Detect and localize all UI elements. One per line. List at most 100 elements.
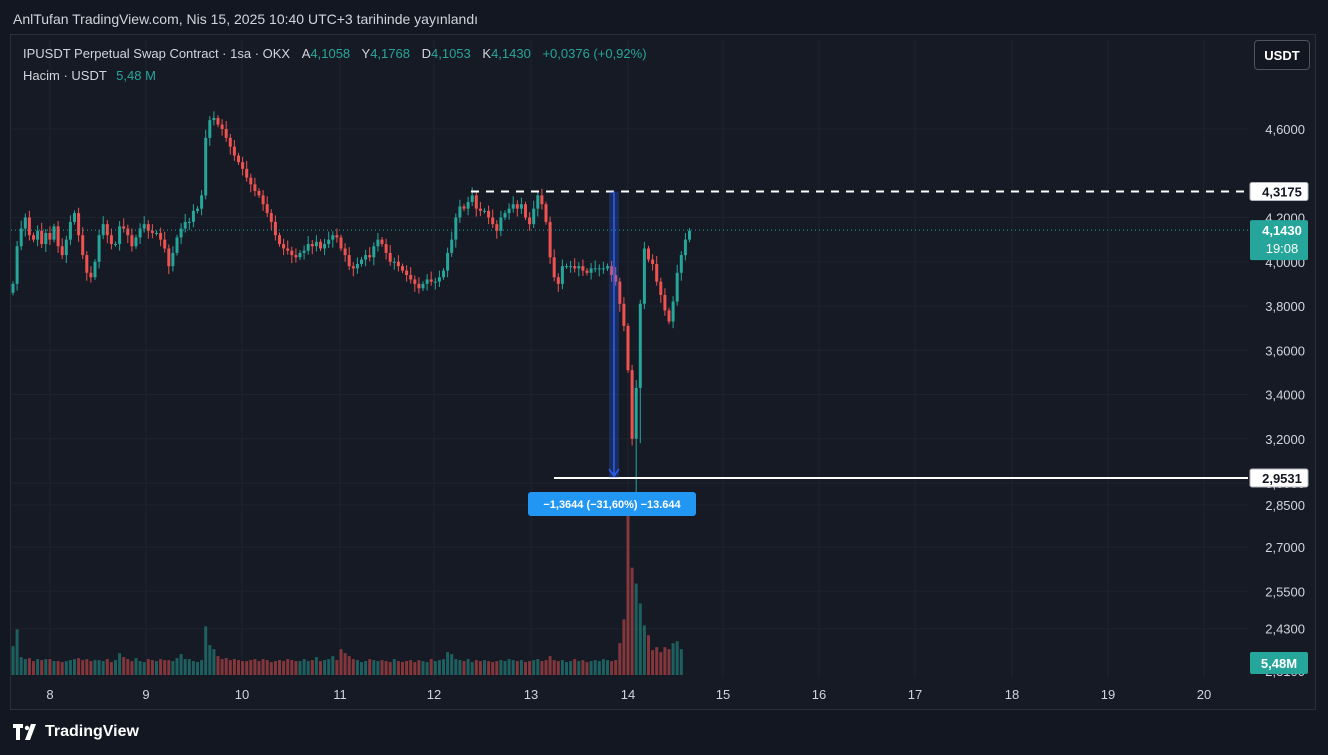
volume-bar [519,660,523,675]
candle-body [429,279,433,282]
close-label: K [482,46,492,61]
volume-bar [651,650,655,675]
volume-bar [179,654,183,675]
tradingview-logo[interactable]: TradingView [13,723,139,741]
candle-body [265,204,269,214]
volume-bar [32,661,35,675]
chart-frame [10,34,1316,710]
candle-body [44,232,48,245]
volume-bar [232,659,236,675]
candle-body [519,204,523,209]
footer [0,712,1328,755]
candle-body [396,261,400,267]
volume-legend-value: 5,48 M [116,68,156,83]
candle-body [405,270,409,276]
volume-bar [118,653,122,675]
candle-body [634,387,638,439]
candle-body [483,210,486,212]
candle-body [23,217,27,229]
volume-bar [634,583,638,675]
candle-body [302,250,306,253]
last-price-tag-box [1250,220,1308,261]
currency-button[interactable]: USDT [1254,40,1310,70]
volume-bar [647,635,650,675]
level-high-tag-box [1249,182,1309,202]
volume-bar [503,661,507,675]
candle-body [601,268,605,270]
measure-label: −1,3644 (−31,60%) −13.644 [543,499,681,511]
volume-bar [23,659,27,675]
volume-bar [314,657,318,675]
high-value: 4,1768 [370,46,410,61]
volume-bar [298,661,302,675]
candle-body [130,235,134,247]
volume-bar [310,660,314,675]
candle-body [319,241,322,249]
symbol-name[interactable]: IPUSDT Perpetual Swap Contract · 1sa · O… [23,46,291,61]
x-tick-label: 9 [142,687,149,702]
volume-bar [89,661,93,675]
candle-body [335,235,339,238]
volume-bar [105,659,109,675]
volume-bar [392,659,396,675]
x-tick-label: 13 [524,687,538,702]
open-value: 4,1058 [310,46,351,61]
candle-body [118,226,122,245]
volume-bar [19,657,23,675]
candle-body [622,303,626,326]
volume-legend-label[interactable]: Hacim · USDT [23,68,107,83]
volume-bar [294,661,298,675]
candle-body [212,117,216,121]
candle-body [626,325,630,371]
candle-body [142,224,146,229]
candle-body [273,221,277,236]
volume-bar [433,661,437,675]
volume-bar [130,661,134,675]
candle-body [89,272,93,278]
volume-bar [171,661,175,675]
candle-body [15,246,19,284]
volume-bar [458,660,462,675]
volume-bar [421,661,425,675]
volume-bar [216,656,220,675]
candle-body [532,208,536,225]
measure-label-box [528,492,696,516]
candle-body [663,294,667,311]
x-tick-label: 8 [46,687,53,702]
volume-bar [429,659,433,675]
volume-bar [60,662,64,675]
volume-bar [237,660,240,675]
volume-bar [319,661,322,675]
volume-bar [339,649,343,675]
volume-bar [48,659,52,675]
candle-body [290,250,294,256]
candle-body [323,244,327,249]
volume-bar [36,659,40,675]
candle-body [355,263,359,269]
candle-body [544,204,548,222]
volume-bar [573,659,577,675]
x-tick-label: 15 [716,687,730,702]
volume-bar [528,661,532,675]
candle-body [196,208,199,211]
volume-bar [68,660,72,675]
candle-body [187,221,191,223]
countdown-text: 19:08 [1266,241,1299,256]
candle-body [68,221,72,240]
volume-bar [323,660,327,675]
candle-body [245,168,249,178]
x-tick-label: 20 [1197,687,1211,702]
candle-body [647,248,650,260]
volume-bar [56,661,60,675]
candle-body [269,213,273,222]
candle-body [495,224,499,231]
candle-body [347,255,351,267]
volume-bar [462,661,466,675]
candle-body [32,235,35,240]
volume-bar [483,660,486,675]
candle-body [360,259,363,264]
candle-body [409,275,413,280]
candle-body [372,246,376,258]
candle-body [642,248,646,304]
